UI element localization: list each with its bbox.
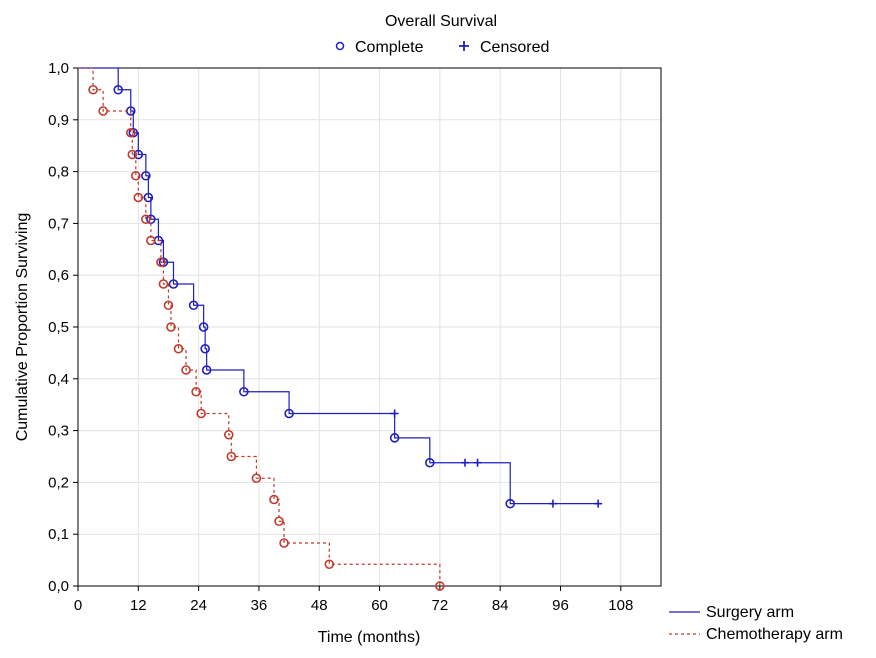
event-point <box>324 559 335 570</box>
legend-label-complete: Complete <box>355 39 424 56</box>
event-point <box>143 192 154 203</box>
x-tick-label: 12 <box>130 597 147 614</box>
y-tick-label: 0,8 <box>48 164 69 181</box>
event-point <box>141 214 151 225</box>
x-tick-label: 84 <box>492 597 509 614</box>
event-point <box>239 386 249 397</box>
event-point <box>98 106 108 116</box>
legend-series-label: Chemotherapy arm <box>706 626 843 643</box>
event-point <box>133 149 144 160</box>
event-point <box>163 300 174 311</box>
event-point <box>125 127 136 138</box>
y-tick-label: 0,6 <box>48 267 69 284</box>
event-point <box>113 84 124 95</box>
series-group <box>78 67 603 591</box>
x-tick-label: 72 <box>432 597 449 614</box>
event-point <box>201 365 212 375</box>
x-tick-label: 36 <box>251 597 268 614</box>
event-point <box>269 494 279 505</box>
y-tick-label: 0,3 <box>48 423 69 440</box>
y-tick-label: 0,0 <box>48 578 69 595</box>
y-tick-label: 0,7 <box>48 215 69 232</box>
x-tick-label: 60 <box>371 597 388 614</box>
marker-legend: Complete Censored <box>335 39 549 56</box>
y-tick-label: 0,9 <box>48 112 69 129</box>
grid <box>78 67 661 586</box>
y-axis-label: Cumulative Proportion Surviving <box>14 213 31 442</box>
censored-point <box>473 458 482 467</box>
event-point <box>274 516 284 527</box>
chart-title: Overall Survival <box>385 13 497 30</box>
x-axis-label: Time (months) <box>318 629 421 646</box>
axis-ticks: 0 12 24 36 48 60 72 84 96 108 0,0 0,1 0,2 0,3 0,4 0,5 0,… <box>48 60 633 614</box>
x-tick-label: 96 <box>552 597 569 614</box>
series-chemotherapy-arm <box>78 67 445 591</box>
censored-point <box>390 409 399 418</box>
event-point <box>226 451 237 462</box>
censored-point <box>594 499 603 508</box>
series-surgery-arm <box>78 67 603 509</box>
x-tick-label: 48 <box>311 597 328 614</box>
event-point <box>251 473 262 484</box>
event-point <box>88 84 98 95</box>
event-point <box>146 235 156 246</box>
event-point <box>156 257 166 268</box>
event-point <box>166 322 176 332</box>
legend-plus-icon <box>459 41 469 51</box>
event-point <box>505 498 516 509</box>
event-point <box>284 408 294 419</box>
legend-series-label: Surgery arm <box>706 604 794 621</box>
event-point <box>168 279 179 289</box>
event-point <box>188 300 199 311</box>
event-point <box>181 365 191 375</box>
event-point <box>191 386 201 397</box>
censored-point <box>460 458 469 467</box>
event-point <box>130 170 141 181</box>
censored-point <box>548 499 557 508</box>
event-point <box>435 581 445 591</box>
series-legend: Surgery arm Chemotherapy arm <box>669 604 843 643</box>
y-tick-label: 0,2 <box>48 474 69 491</box>
y-tick-label: 0,1 <box>48 526 69 543</box>
event-point <box>425 457 435 468</box>
event-point <box>223 429 234 440</box>
y-tick-label: 0,4 <box>48 371 69 388</box>
event-point <box>198 322 209 332</box>
event-point <box>133 192 144 203</box>
event-point <box>173 343 184 354</box>
x-tick-label: 108 <box>608 597 633 614</box>
y-tick-label: 1,0 <box>48 60 69 77</box>
x-tick-label: 24 <box>190 597 207 614</box>
event-point <box>127 149 138 160</box>
y-tick-label: 0,5 <box>48 319 69 336</box>
event-point <box>158 279 169 289</box>
legend-circle-icon <box>335 41 345 51</box>
event-point <box>141 170 151 181</box>
legend-label-censored: Censored <box>480 39 549 56</box>
event-point <box>279 538 289 548</box>
series-line <box>78 67 601 505</box>
event-point <box>196 408 206 419</box>
event-point <box>200 343 210 354</box>
series-line <box>78 67 441 586</box>
x-tick-label: 0 <box>74 597 82 614</box>
event-point <box>389 433 400 443</box>
